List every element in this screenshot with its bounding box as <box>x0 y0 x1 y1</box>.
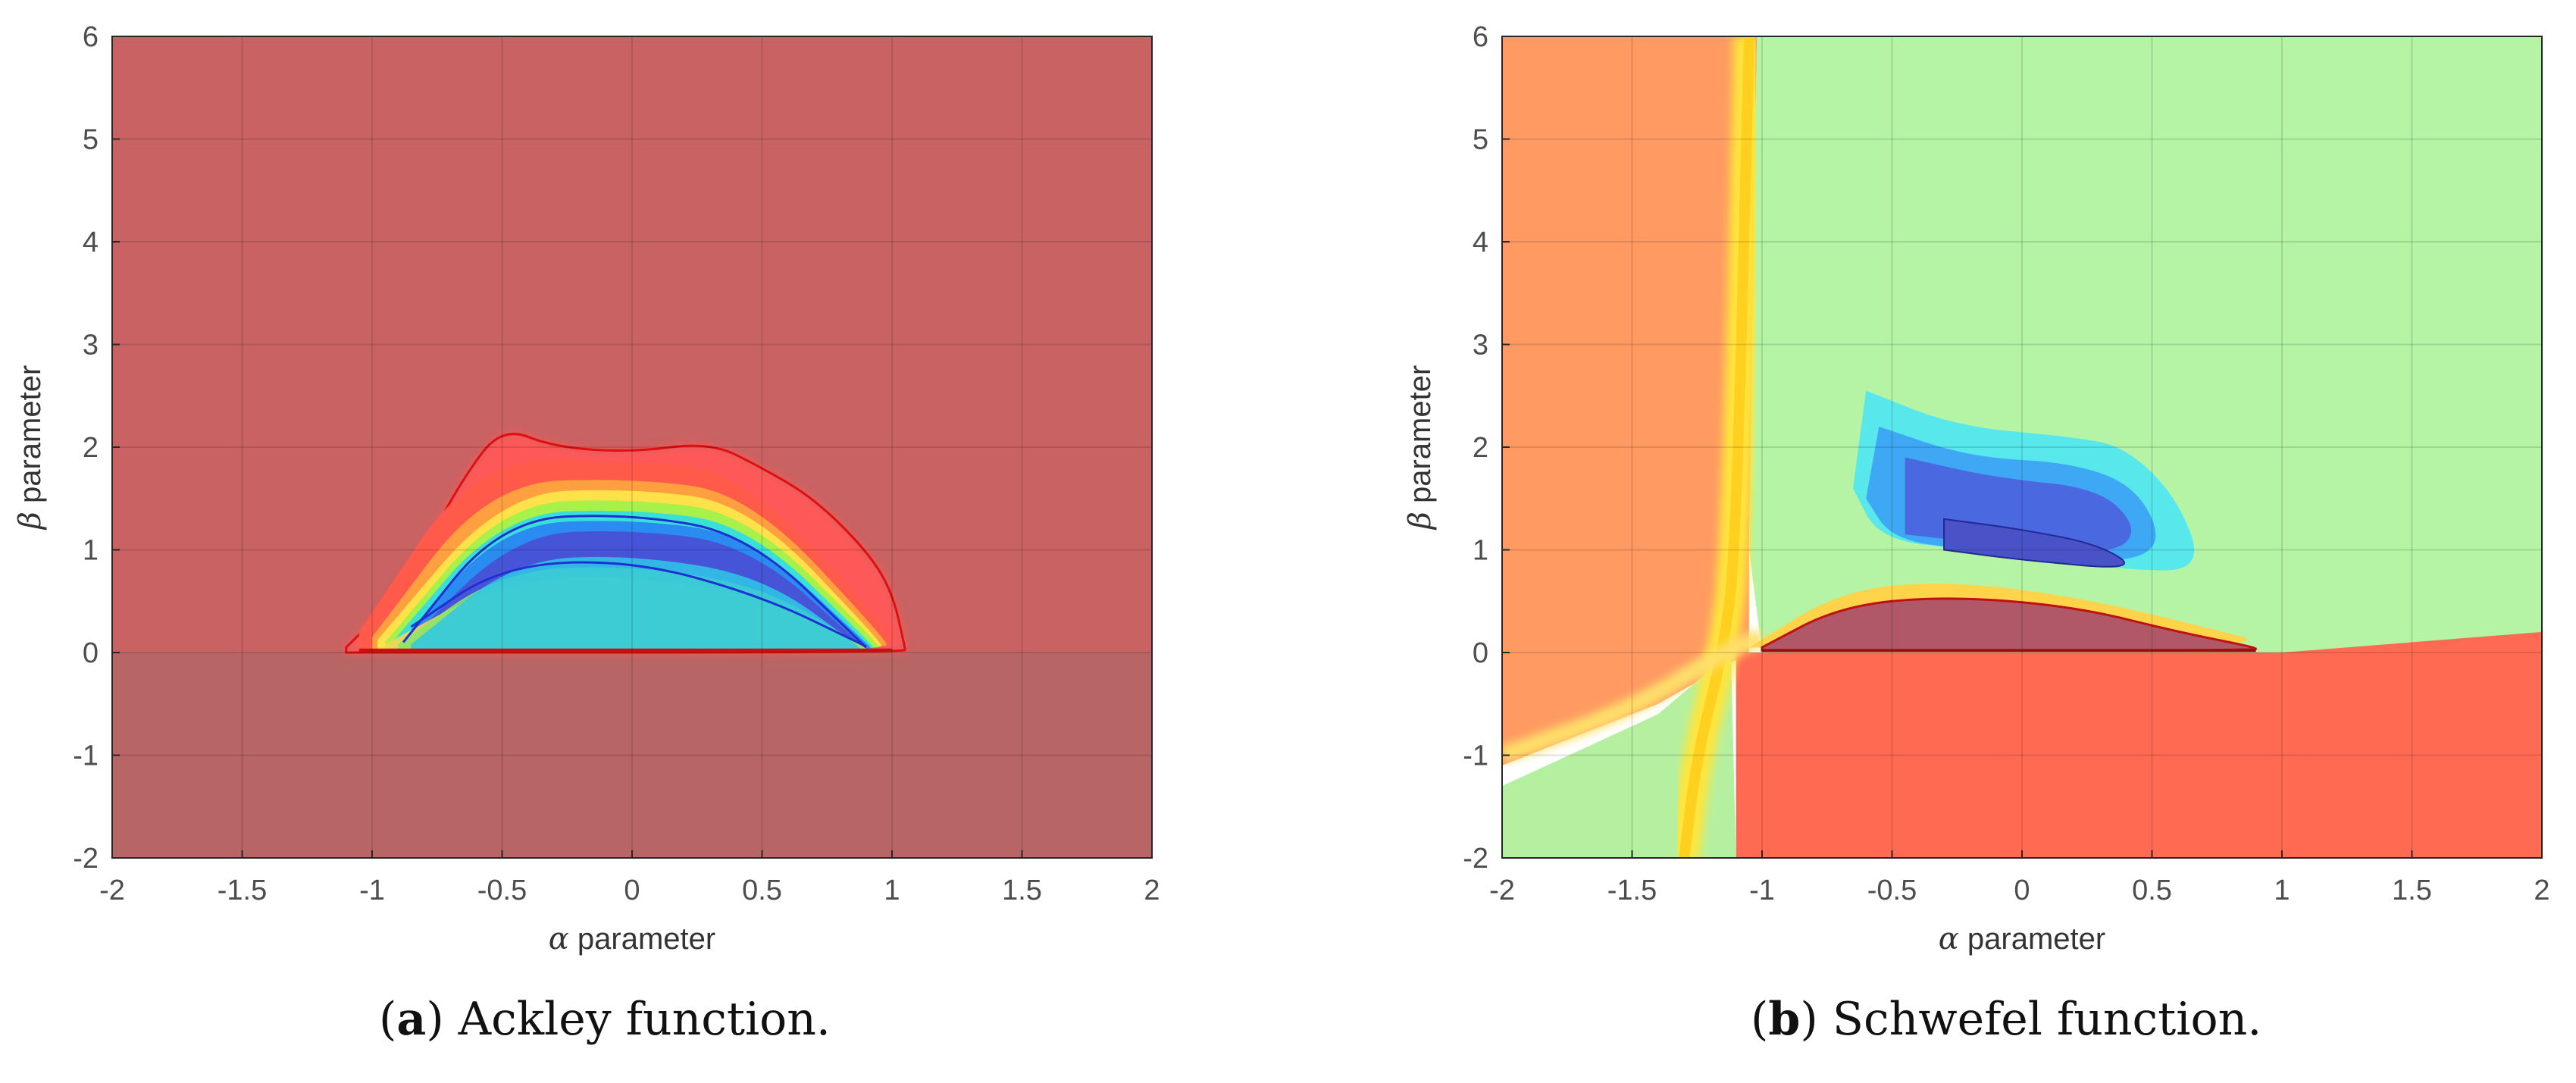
y-tick-label-4: 2 <box>1473 432 1488 464</box>
y-tick-label-6: 4 <box>1473 227 1488 258</box>
y-tick-label-6: 4 <box>83 227 99 258</box>
x-tick-label-0: -2 <box>1489 875 1515 906</box>
chart-a-svg: -2 -1.5 -1 -0.5 0 0.5 1 1.5 2 -2 -1 0 1 2 3 4 5 6 α parame… <box>13 21 1160 956</box>
x-tick-label-3: -0.5 <box>477 875 527 906</box>
y-tick-label-8: 6 <box>1473 21 1488 53</box>
y-tick-label-0: -2 <box>73 843 99 875</box>
x-tick-label-4: 0 <box>624 875 640 906</box>
y-axis-text: parameter <box>14 365 47 512</box>
y-axis-symbol: β <box>1403 512 1438 531</box>
y-tick-label-3: 1 <box>1473 535 1488 567</box>
x-axis-label: α parameter <box>1939 922 2105 956</box>
y-axis-label: β parameter <box>1403 365 1438 531</box>
x-tick-label-7: 1.5 <box>1002 875 1042 906</box>
plot-area <box>1502 36 2542 858</box>
x-tick-label-6: 1 <box>2274 875 2290 906</box>
diagonal-band <box>1502 629 1766 763</box>
caption-a-tag: a <box>396 993 427 1046</box>
y-tick-label-1: -1 <box>1463 740 1488 772</box>
caption-a-text: Ackley function. <box>458 993 831 1046</box>
yellow-band <box>1679 36 1754 858</box>
x-tick-label-1: -1.5 <box>1607 875 1657 906</box>
contour-inner-lobe-3 <box>411 556 861 651</box>
x-tick-label-7: 1.5 <box>2392 875 2432 906</box>
y-tick-label-5: 3 <box>1473 330 1488 362</box>
region-left-orange <box>1502 36 1758 766</box>
y-tick-label-7: 5 <box>1473 124 1488 156</box>
x-tick-label-4: 0 <box>2014 875 2030 906</box>
x-axis-label: α parameter <box>549 922 715 956</box>
y-axis-symbol: β <box>13 512 48 531</box>
x-tick-label-2: -1 <box>1749 875 1775 906</box>
y-tick-label-2: 0 <box>1473 637 1488 669</box>
y-tick-label-8: 6 <box>83 21 99 53</box>
contour-line-inner <box>410 561 867 648</box>
chart-b-svg: -2 -1.5 -1 -0.5 0 0.5 1 1.5 2 -2 -1 0 1 2 3 4 5 6 α parame… <box>1403 21 2550 956</box>
caption-b: (b) Schwefel function. <box>1751 993 2262 1046</box>
y-axis-text: parameter <box>1404 365 1437 512</box>
y-tick-label-4: 2 <box>83 432 99 464</box>
blue-blob-level-4 <box>1943 518 2125 568</box>
y-tick-label-7: 5 <box>83 124 99 156</box>
x-axis-text: parameter <box>1959 922 2105 956</box>
x-tick-label-8: 2 <box>2534 875 2549 906</box>
region-bottom-right-red <box>1736 631 2542 858</box>
y-axis-label: β parameter <box>13 365 48 531</box>
caption-b-text: Schwefel function. <box>1832 993 2262 1046</box>
plot-area <box>112 36 1152 858</box>
y-tick-label-2: 0 <box>83 637 99 669</box>
x-tick-label-1: -1.5 <box>218 875 267 906</box>
heatmap-lower-region <box>112 653 1152 858</box>
x-tick-label-8: 2 <box>1144 875 1160 906</box>
x-tick-label-6: 1 <box>884 875 900 906</box>
x-tick-label-5: 0.5 <box>742 875 782 906</box>
caption-b-tag: b <box>1768 993 1801 1046</box>
caption-a: (a) Ackley function. <box>379 993 831 1046</box>
y-tick-label-3: 1 <box>83 535 99 567</box>
x-tick-label-0: -2 <box>99 875 125 906</box>
x-tick-label-3: -0.5 <box>1867 875 1917 906</box>
x-tick-label-2: -1 <box>359 875 385 906</box>
chart-panel-b: -2 -1.5 -1 -0.5 0 0.5 1 1.5 2 -2 -1 0 1 2 3 4 5 6 α parame… <box>1288 0 2576 1083</box>
y-tick-label-1: -1 <box>73 740 99 772</box>
x-axis-symbol: α <box>549 922 569 956</box>
x-axis-symbol: α <box>1939 922 1959 956</box>
x-tick-label-5: 0.5 <box>2132 875 2172 906</box>
chart-panel-a: -2 -1.5 -1 -0.5 0 0.5 1 1.5 2 -2 -1 0 1 2 3 4 5 6 α parame… <box>13 21 1160 1046</box>
x-axis-text: parameter <box>569 922 715 956</box>
y-tick-label-5: 3 <box>83 330 99 362</box>
y-tick-label-0: -2 <box>1463 843 1488 875</box>
contour-line-outer <box>402 515 867 649</box>
